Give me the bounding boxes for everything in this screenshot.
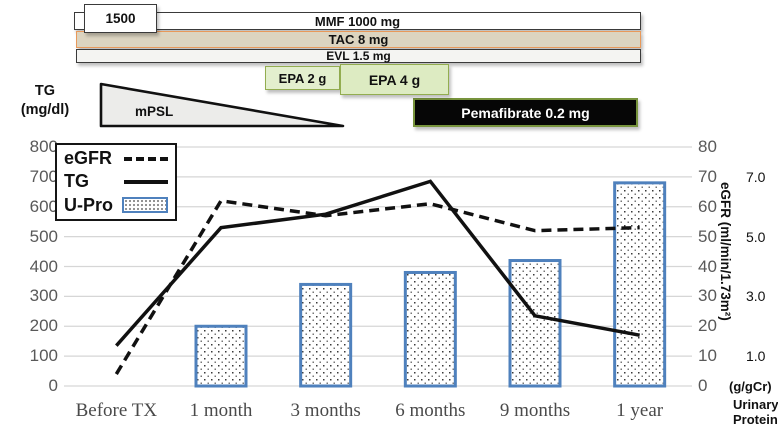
x-axis-label: 3 months xyxy=(290,400,361,421)
upro-axis-title-line1: Urinary xyxy=(733,397,778,412)
upro-bars xyxy=(194,181,667,388)
legend-label: eGFR xyxy=(64,148,113,169)
upro-axis-tick: 5.0 xyxy=(746,228,766,245)
legend-label: TG xyxy=(64,171,89,192)
timeline-bar-pemafibrate-label: Pemafibrate 0.2 mg xyxy=(461,104,590,121)
timeline-bar-mmf-label: MMF 1000 mg xyxy=(314,13,401,29)
egfr-axis-tick: 50 xyxy=(698,226,717,246)
egfr-line xyxy=(114,198,640,375)
dose-box-1500: 1500 xyxy=(84,4,157,33)
upro-axis-tick: 7.0 xyxy=(746,168,766,185)
egfr-axis-tick: 80 xyxy=(698,137,717,156)
timeline-bar-evl-label: EVL 1.5 mg xyxy=(326,48,391,63)
upro-axis-tick: 3.0 xyxy=(746,288,766,305)
legend-item-tg: TG xyxy=(64,170,168,193)
egfr-axis-tick: 40 xyxy=(698,256,717,276)
egfr-axis-tick: 0 xyxy=(698,376,708,395)
x-axis-label: 9 months xyxy=(499,400,571,421)
egfr-axis-tick: 30 xyxy=(698,286,717,306)
timeline-bar-pemafibrate: Pemafibrate 0.2 mg xyxy=(413,98,638,127)
upro-bar xyxy=(403,270,457,388)
upro-unit-label: (g/gCr) xyxy=(729,379,772,394)
upro-axis-title-line2: Protein xyxy=(733,412,778,427)
upro-axis-tick: 1.0 xyxy=(746,348,766,365)
left-axis-tick: 300 xyxy=(29,286,58,306)
timeline-bar-tac: TAC 8 mg xyxy=(76,31,641,48)
mpsl-label: mPSL xyxy=(135,104,174,119)
trend-lines xyxy=(114,179,640,375)
legend-swatch-dashed-line xyxy=(124,156,168,161)
tg-axis-title-line1: TG xyxy=(34,83,56,99)
timeline-bar-epa4-label: EPA 4 g xyxy=(368,71,421,88)
left-axis-tick: 600 xyxy=(29,196,58,216)
dose-box-1500-label: 1500 xyxy=(105,11,136,26)
egfr-axis-tick: 70 xyxy=(698,166,717,186)
left-axis-tick: 0 xyxy=(48,376,58,395)
egfr-axis-tick: 20 xyxy=(698,316,717,336)
left-axis-tick: 400 xyxy=(29,256,58,276)
egfr-axis-title: eGFR (ml/min/1.73m²) xyxy=(718,182,733,321)
left-axis-tick: 500 xyxy=(29,226,58,246)
x-axis-label: 1 month xyxy=(189,400,253,421)
legend-label: U-Pro xyxy=(64,194,113,215)
timeline-bar-epa4: EPA 4 g xyxy=(340,64,449,95)
timeline-bar-mmf: MMF 1000 mg xyxy=(74,12,641,30)
timeline-bar-epa2: EPA 2 g xyxy=(265,66,340,90)
left-axis-tick: 700 xyxy=(29,166,58,186)
egfr-axis-tick: 10 xyxy=(698,346,717,366)
upro-bar xyxy=(508,259,562,388)
upro-bar xyxy=(194,324,248,388)
upro-bar xyxy=(613,181,667,388)
left-axis-tick: 800 xyxy=(29,137,58,156)
tg-axis-title-line2: (mg/dl) xyxy=(20,102,70,118)
legend: eGFR TG U-Pro xyxy=(55,143,177,221)
timeline-bar-tac-label: TAC 8 mg xyxy=(328,32,389,47)
tg-line xyxy=(115,179,640,347)
left-axis-tick: 200 xyxy=(29,316,58,336)
x-axis-label: 1 year xyxy=(616,400,664,421)
egfr-axis-tick: 60 xyxy=(698,196,717,216)
tg-axis-title: TG (mg/dl) xyxy=(2,82,88,120)
mpsl-taper-triangle xyxy=(99,82,345,128)
timeline-bar-evl: EVL 1.5 mg xyxy=(76,49,641,63)
legend-item-u-pro: U-Pro xyxy=(64,194,168,217)
legend-swatch-solid-line xyxy=(124,179,168,184)
x-axis-label: Before TX xyxy=(75,400,158,421)
gridlines xyxy=(64,146,692,387)
x-axis-label: 6 months xyxy=(395,400,466,421)
left-axis-tick: 100 xyxy=(29,346,58,366)
timeline-bar-epa2-label: EPA 2 g xyxy=(278,70,327,86)
legend-swatch-dotted-bar xyxy=(122,197,168,214)
upro-bar xyxy=(299,282,353,388)
legend-item-egfr: eGFR xyxy=(64,147,168,170)
